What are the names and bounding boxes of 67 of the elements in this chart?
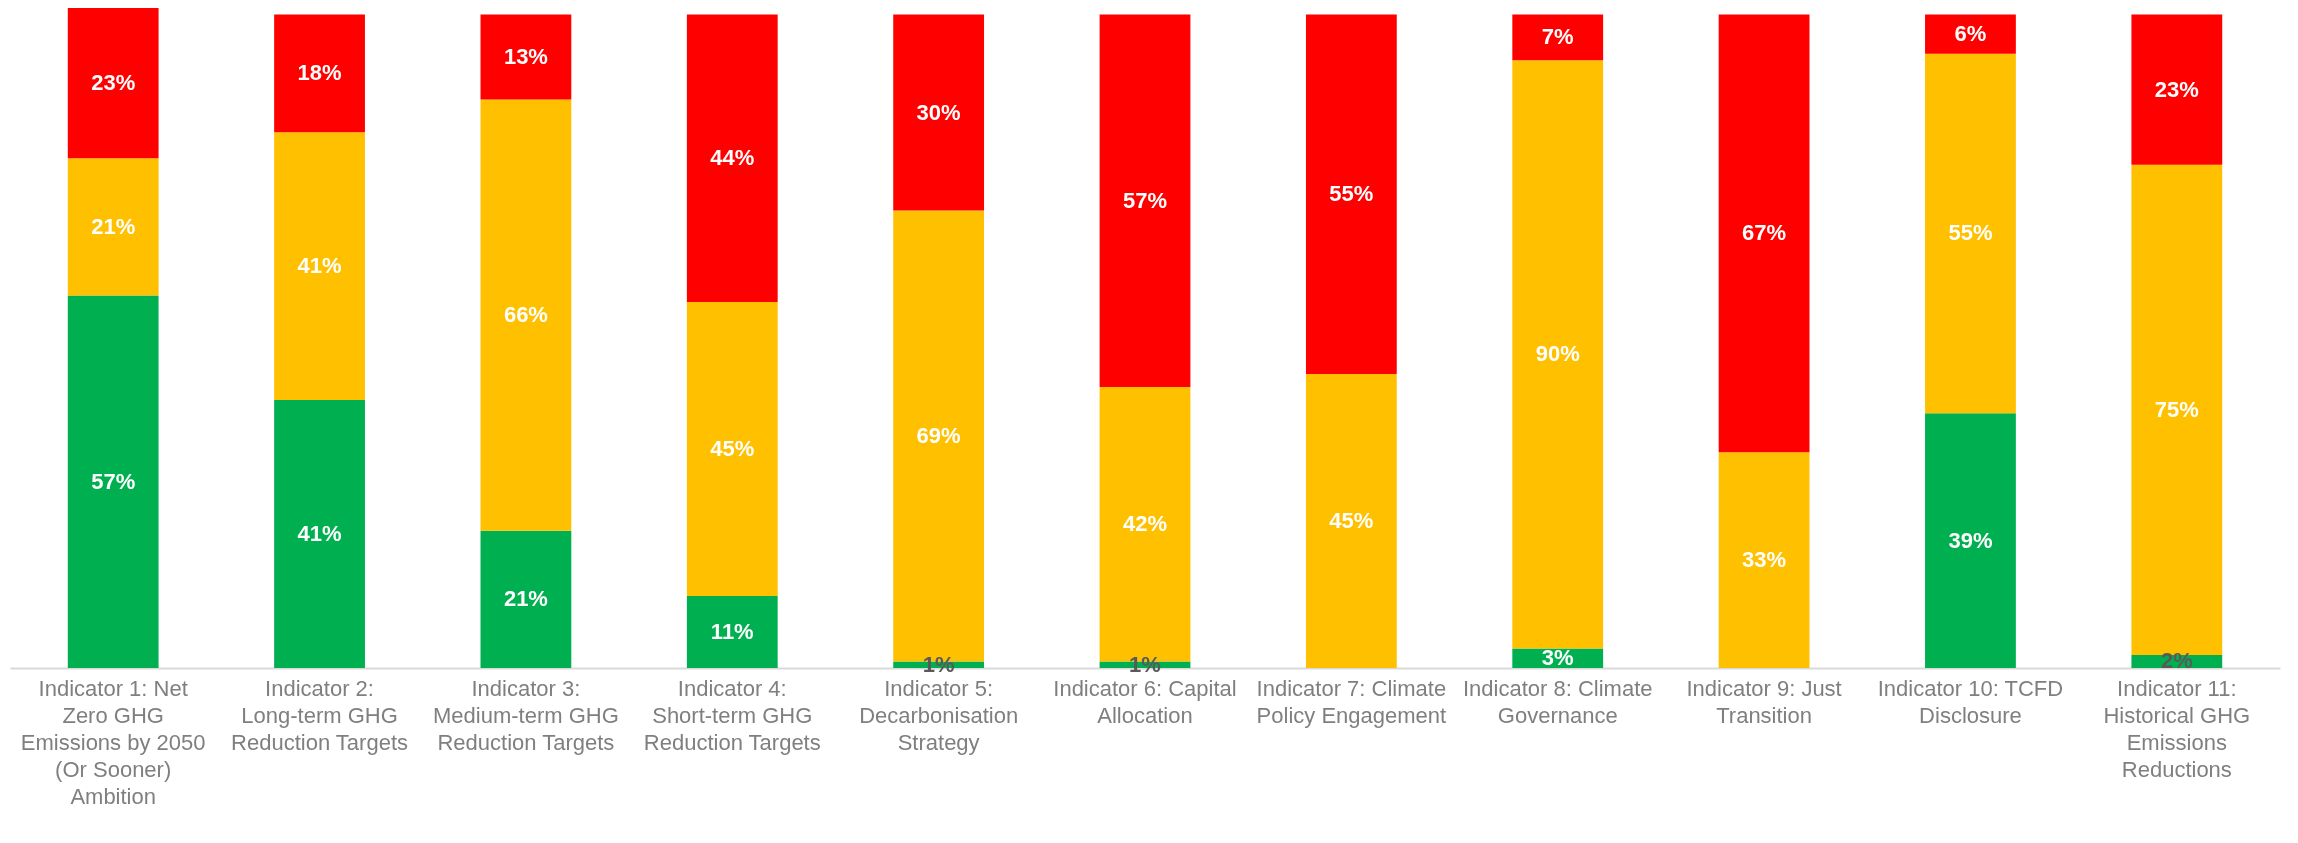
data-label: 1%: [1129, 651, 1161, 677]
data-label: 21%: [91, 213, 136, 239]
data-label: 90%: [1535, 341, 1580, 367]
x-tick-label: Indicator 1: Net Zero GHG Emissions by 2050 (Or Sooner) Ambition: [20, 675, 206, 809]
data-label: 41%: [297, 253, 342, 279]
bar: [1925, 53, 2016, 414]
bar: [1718, 452, 1810, 668]
bar: [274, 14, 365, 133]
x-tick-label: Indicator 6: Capital Allocation: [1053, 675, 1237, 728]
data-label: 6%: [1954, 21, 1987, 47]
data-label: 75%: [2154, 396, 2199, 422]
data-label: 18%: [297, 60, 342, 86]
data-label: 41%: [297, 521, 342, 547]
data-label: 13%: [503, 44, 548, 70]
bar: [1099, 14, 1191, 388]
x-tick-label: Indicator 5: Decarbonisation Strategy: [859, 675, 1019, 755]
x-tick-label: Indicator 10: TCFD Disclosure: [1877, 675, 2064, 728]
bar: [274, 132, 365, 401]
bar: [893, 14, 985, 211]
data-label: 42%: [1122, 511, 1168, 537]
x-tick-label: Indicator 4: Short-term GHG Reduction Targets: [643, 675, 821, 755]
bar: [67, 8, 159, 159]
bar: [67, 158, 159, 296]
x-tick-label: Indicator 2: Long-term GHG Reduction Targets: [231, 675, 409, 755]
bar: [274, 400, 365, 668]
data-label: 1%: [922, 651, 955, 677]
bar: [480, 99, 572, 531]
data-label: 23%: [2154, 76, 2199, 102]
data-label: 39%: [1948, 527, 1993, 553]
data-label: 45%: [1329, 507, 1374, 533]
data-label: 45%: [710, 436, 755, 462]
bar: [1718, 14, 1810, 453]
bar: [686, 302, 778, 597]
data-label: 33%: [1742, 547, 1787, 573]
data-label: 55%: [1948, 220, 1993, 246]
data-label: 57%: [91, 468, 136, 494]
data-label: 11%: [710, 619, 754, 645]
x-tick-label: Indicator 7: Climate Policy Engagement: [1256, 675, 1447, 728]
bar: [2131, 164, 2223, 655]
bar: [2131, 14, 2223, 165]
data-label: 30%: [916, 99, 961, 125]
data-label: 57%: [1122, 187, 1168, 213]
bar: [67, 295, 159, 668]
bar: [1925, 14, 2016, 54]
data-label: 2%: [2160, 648, 2193, 674]
bar: [1305, 14, 1397, 374]
data-label: 44%: [710, 145, 755, 171]
bar: [1512, 60, 1604, 649]
x-tick-label: Indicator 3: Medium-term GHG Reduction Targets: [433, 675, 619, 755]
x-tick-label: Indicator 8: Climate Governance: [1462, 675, 1653, 728]
bar: [686, 596, 778, 668]
bar: [1925, 413, 2016, 668]
data-label: 7%: [1541, 24, 1574, 50]
bar: [480, 14, 572, 100]
data-label: 23%: [91, 70, 136, 96]
data-label: 21%: [503, 586, 548, 612]
data-label: 69%: [916, 423, 961, 449]
bar: [1512, 14, 1604, 61]
x-tick-label: Indicator 9: Just Transition: [1686, 675, 1842, 728]
bar: [686, 14, 778, 303]
x-tick-label: Indicator 11: Historical GHG Emissions Reductions: [2103, 675, 2251, 782]
data-label: 67%: [1742, 220, 1787, 246]
bar: [1305, 373, 1397, 668]
data-label: 3%: [1541, 645, 1574, 671]
data-label: 55%: [1329, 181, 1374, 207]
data-label: 66%: [503, 302, 548, 328]
bar: [480, 530, 572, 668]
